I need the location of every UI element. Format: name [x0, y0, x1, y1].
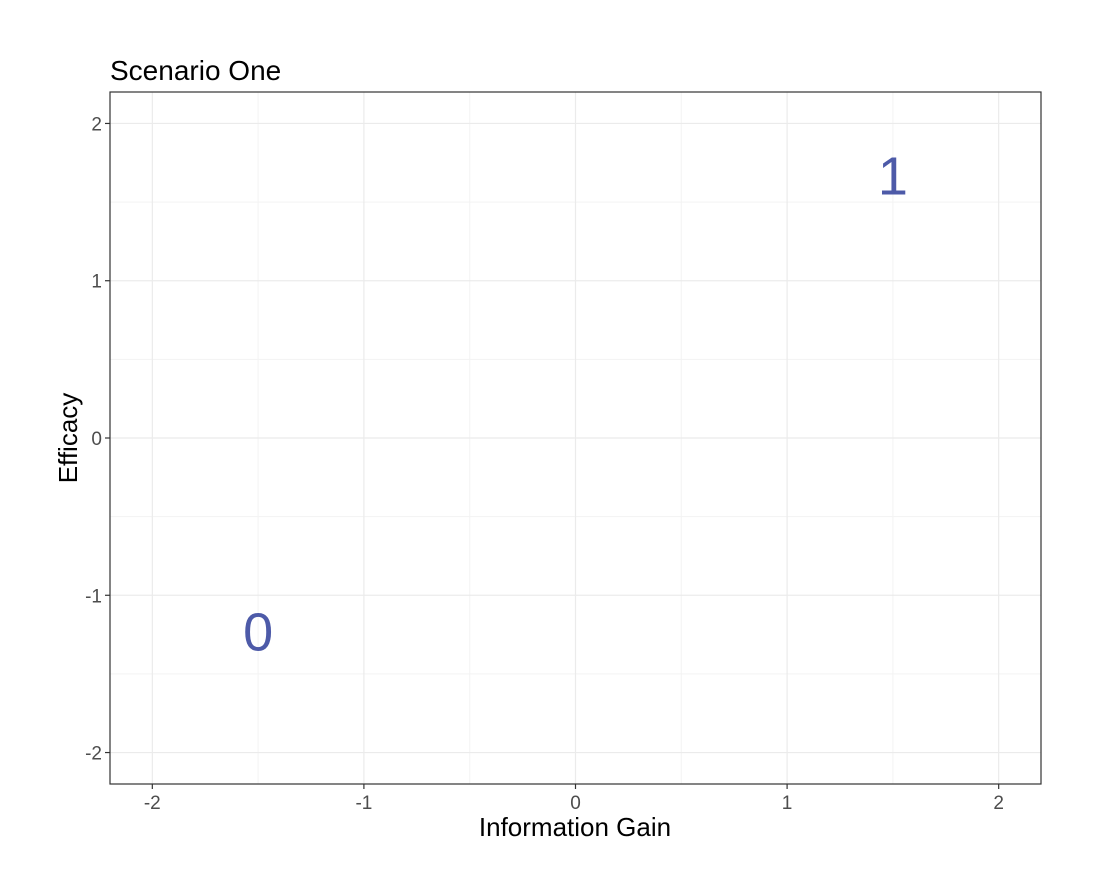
y-axis-title: Efficacy: [53, 393, 83, 484]
y-tick-label: 1: [91, 272, 102, 293]
y-tick-label: 2: [91, 114, 102, 135]
major-gridlines: [110, 92, 1041, 784]
x-tick-label: 0: [570, 793, 581, 814]
point-labels: 01: [243, 146, 908, 662]
x-tick-label: 2: [993, 793, 1004, 814]
x-axis-ticks: -2 -1 0 1 2: [144, 784, 1004, 814]
x-tick-label: -1: [355, 793, 372, 814]
y-tick-label: -1: [85, 586, 102, 607]
y-tick-label: 0: [91, 429, 102, 450]
x-tick-label: -2: [144, 793, 161, 814]
y-tick-label: -2: [85, 744, 102, 765]
point-label: 1: [878, 146, 908, 206]
chart-title: Scenario One: [110, 55, 281, 86]
point-label: 0: [243, 602, 273, 662]
x-axis-title: Information Gain: [479, 812, 671, 842]
y-axis-ticks: -2 -1 0 1 2: [85, 114, 110, 765]
x-tick-label: 1: [782, 793, 793, 814]
